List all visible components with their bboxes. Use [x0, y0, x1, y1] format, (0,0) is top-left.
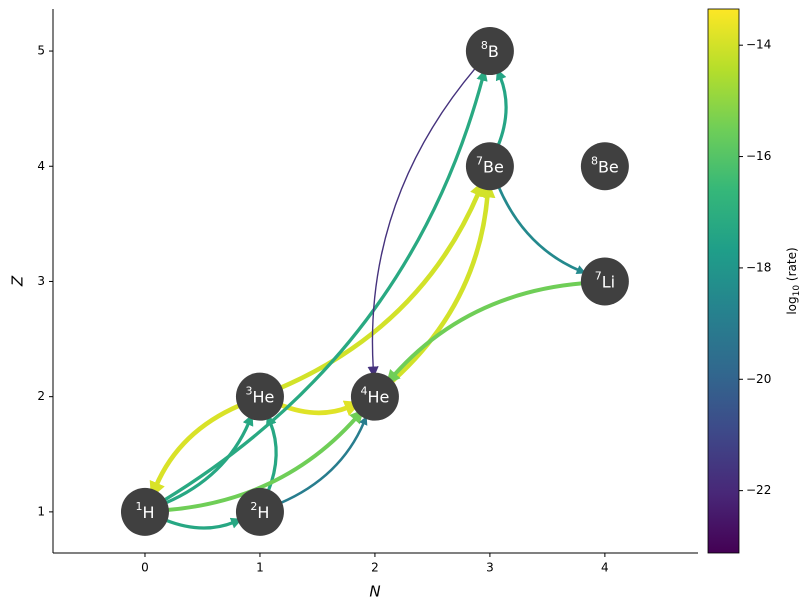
edge: [367, 67, 477, 378]
edge: [162, 69, 488, 502]
node: [465, 142, 514, 191]
edge: [149, 403, 241, 499]
edge: [279, 415, 368, 505]
node-mass: 3: [246, 385, 253, 398]
node-mass: 8: [591, 154, 598, 167]
node-mass: 7: [476, 154, 483, 167]
node-label: 7Be: [476, 154, 504, 176]
node-mass: 1: [135, 500, 142, 513]
x-tick-label: 0: [141, 561, 149, 575]
x-tick-label: 3: [486, 561, 494, 575]
node-mass: 7: [595, 269, 602, 282]
node: [580, 142, 629, 191]
edge: [386, 281, 584, 385]
node-mass: 2: [250, 500, 257, 513]
edge: [164, 517, 243, 530]
edge: [166, 409, 364, 513]
colorbar-tick-label: −18: [746, 260, 771, 274]
node-label: 7Li: [595, 269, 615, 291]
node-label: 8Be: [591, 154, 619, 176]
colorbar-tick-label: −16: [746, 149, 771, 163]
colorbar-label-sub: 10: [792, 285, 802, 297]
y-tick-label: 2: [37, 389, 45, 403]
y-tick-label: 4: [37, 159, 45, 173]
node-label: 4He: [360, 385, 389, 407]
node: [580, 257, 629, 306]
node-mass: 4: [360, 385, 367, 398]
y-tick-label: 1: [37, 504, 45, 518]
colorbar-label-base: log: [785, 296, 799, 314]
node-symbol: He: [367, 387, 389, 406]
colorbar-tick-label: −14: [746, 38, 771, 52]
node-symbol: Be: [598, 157, 619, 176]
node-symbol: Be: [483, 157, 504, 176]
y-tick-label: 5: [37, 44, 45, 58]
edge: [389, 181, 496, 384]
node-symbol: Li: [602, 272, 615, 291]
node-symbol: H: [257, 502, 269, 521]
y-axis-label: Z: [9, 275, 27, 287]
node: [120, 487, 169, 536]
colorbar-tick-label: −20: [746, 372, 771, 386]
x-tick-label: 1: [256, 561, 264, 575]
node-symbol: H: [142, 502, 154, 521]
colorbar-label-rest: (rate): [785, 247, 799, 285]
x-axis-label: N: [369, 583, 380, 601]
node: [350, 372, 399, 421]
node-symbol: B: [488, 42, 499, 61]
node: [465, 27, 514, 76]
node-label: 2H: [250, 500, 269, 522]
node-mass: 8: [481, 39, 488, 52]
y-tick-label: 3: [37, 274, 45, 288]
node-label: 8B: [481, 39, 499, 61]
colorbar: [707, 8, 740, 554]
node-label: 3He: [246, 385, 275, 407]
node: [235, 487, 284, 536]
colorbar-tick-label: −22: [746, 483, 771, 497]
x-tick-label: 2: [371, 561, 379, 575]
node: [235, 372, 284, 421]
edge: [164, 414, 254, 505]
x-tick-label: 4: [601, 561, 609, 575]
colorbar-label: log10 (rate): [785, 247, 802, 314]
node-label: 1H: [135, 500, 154, 522]
node-symbol: He: [253, 387, 275, 406]
edge: [495, 68, 508, 147]
edge: [497, 185, 587, 275]
edge: [279, 180, 486, 391]
